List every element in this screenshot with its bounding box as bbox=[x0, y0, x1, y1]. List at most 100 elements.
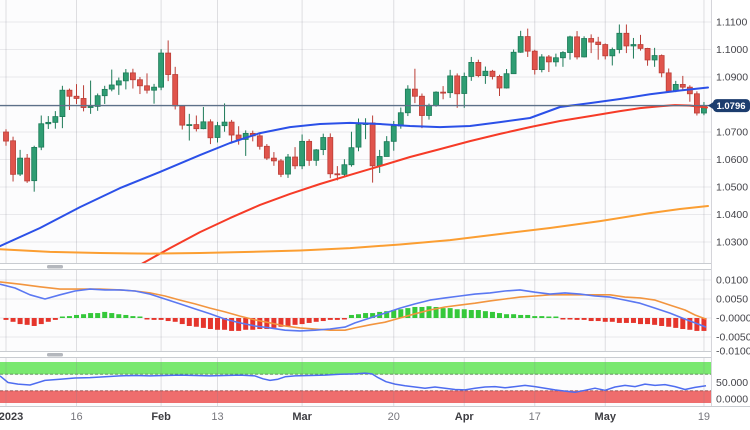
macd-axis-label: 0.0050 bbox=[716, 294, 748, 306]
price-axis-label: 1.1100 bbox=[716, 17, 747, 29]
candle-up bbox=[616, 32, 623, 50]
candle-up bbox=[151, 86, 157, 91]
candle-down bbox=[278, 160, 284, 175]
rsi-pane[interactable] bbox=[0, 362, 711, 403]
macd-bar-negative bbox=[200, 318, 206, 328]
candle-up bbox=[404, 88, 411, 114]
candle-up bbox=[348, 147, 355, 166]
time-axis[interactable]: 2023 16 Feb 13 Mar 20 Apr 17 May 19 bbox=[0, 406, 750, 424]
candle-down bbox=[637, 44, 644, 49]
candle-up bbox=[560, 52, 566, 59]
candle-down bbox=[454, 75, 461, 95]
candle-down bbox=[193, 124, 200, 130]
candle-down bbox=[531, 50, 538, 70]
candle-up bbox=[38, 123, 45, 148]
macd-bar-positive bbox=[539, 316, 545, 318]
pane-resize-grip-icon[interactable] bbox=[47, 265, 63, 269]
sma-slow-orange bbox=[0, 205, 709, 255]
macd-pane[interactable] bbox=[0, 281, 707, 332]
macd-bar-negative bbox=[236, 318, 242, 331]
macd-bar-positive bbox=[511, 314, 517, 318]
macd-bar-negative bbox=[222, 318, 228, 330]
candle-down bbox=[256, 135, 263, 147]
price-axis-label: 1.0700 bbox=[716, 127, 748, 139]
candle-down bbox=[207, 121, 214, 139]
divider-strip bbox=[0, 351, 711, 358]
candle-down bbox=[644, 48, 651, 61]
price-pane[interactable] bbox=[0, 24, 709, 265]
macd-axis-label: -0.0050 bbox=[716, 332, 750, 344]
macd-bar-negative bbox=[299, 318, 305, 325]
pane-divider[interactable] bbox=[0, 263, 711, 270]
macd-bar-negative bbox=[229, 318, 235, 331]
macd-bar-positive bbox=[398, 309, 404, 318]
candle-down bbox=[524, 36, 531, 52]
macd-bar-positive bbox=[475, 310, 481, 318]
candle-down bbox=[694, 93, 700, 114]
candle-down bbox=[440, 91, 447, 94]
candle-down bbox=[679, 84, 686, 88]
macd-bar-positive bbox=[426, 306, 432, 318]
macd-bar-negative bbox=[264, 318, 270, 330]
macd-bar-negative bbox=[567, 318, 573, 320]
candle-down bbox=[623, 32, 630, 47]
time-axis-label: 20 bbox=[388, 411, 400, 423]
macd-bar-negative bbox=[38, 318, 44, 325]
candle-down bbox=[574, 36, 580, 58]
candle-down bbox=[270, 157, 277, 162]
macd-bar-negative bbox=[687, 318, 693, 330]
time-axis-label: 13 bbox=[211, 411, 223, 423]
candle-up bbox=[186, 124, 193, 126]
macd-bar-negative bbox=[560, 318, 566, 320]
macd-bar-positive bbox=[137, 316, 143, 318]
candle-up bbox=[468, 62, 475, 77]
macd-bar-negative bbox=[320, 318, 326, 322]
macd-bar-negative bbox=[659, 318, 665, 326]
macd-bar-positive bbox=[109, 313, 115, 318]
price-axis-label: 1.0600 bbox=[716, 154, 748, 166]
macd-bar-negative bbox=[31, 318, 37, 326]
candle-up bbox=[447, 75, 454, 94]
macd-bar-positive bbox=[482, 311, 488, 318]
candle-down bbox=[411, 88, 418, 97]
candle-up bbox=[383, 141, 390, 157]
candle-up bbox=[433, 91, 439, 107]
candle-down bbox=[475, 62, 482, 77]
macd-bar-negative bbox=[680, 318, 686, 330]
candle-down bbox=[66, 89, 73, 97]
candle-up bbox=[158, 52, 165, 88]
plot-area[interactable] bbox=[0, 0, 711, 406]
macd-bar-positive bbox=[447, 308, 453, 318]
macd-bar-negative bbox=[638, 318, 643, 325]
price-axis-label: 1.0500 bbox=[716, 182, 748, 194]
candle-down bbox=[172, 74, 179, 107]
candle-down bbox=[165, 52, 172, 75]
macd-bar-negative bbox=[10, 318, 16, 322]
pane-divider[interactable] bbox=[0, 351, 711, 358]
candle-up bbox=[94, 95, 101, 107]
candle-down bbox=[263, 145, 270, 159]
macd-bar-negative bbox=[151, 318, 157, 320]
macd-bar-negative bbox=[250, 318, 256, 330]
macd-bar-negative bbox=[257, 318, 263, 330]
pane-resize-grip-icon[interactable] bbox=[47, 353, 63, 357]
last-price-badge: 1.0796 bbox=[708, 99, 750, 113]
macd-bar-negative bbox=[623, 318, 629, 323]
macd-bar-negative bbox=[165, 318, 171, 322]
candle-down bbox=[129, 72, 136, 81]
candle-up bbox=[115, 80, 122, 86]
candle-up bbox=[609, 49, 616, 57]
macd-bar-positive bbox=[95, 313, 101, 318]
price-axis[interactable]: 1.1100 1.1000 1.0900 1.0700 1.0600 1.0500 1.04… bbox=[711, 0, 750, 430]
candle-up bbox=[320, 137, 327, 150]
candle-down bbox=[369, 122, 376, 167]
macd-bar-negative bbox=[292, 318, 298, 325]
macd-axis-label: -0.0100 bbox=[716, 346, 750, 358]
macd-bar-negative bbox=[701, 318, 707, 331]
candle-up bbox=[31, 146, 38, 182]
macd-bar-positive bbox=[88, 313, 94, 318]
candle-down bbox=[545, 56, 552, 63]
candle-down bbox=[10, 140, 16, 175]
macd-bar-positive bbox=[363, 313, 369, 318]
